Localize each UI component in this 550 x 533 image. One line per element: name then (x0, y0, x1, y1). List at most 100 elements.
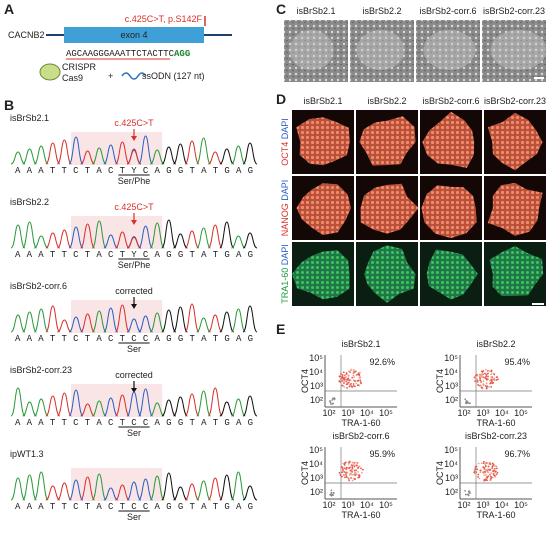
peak (22, 148, 37, 165)
column-label: isBrSb2.1 (303, 96, 342, 106)
event-dot (473, 471, 476, 473)
panel-label: B (4, 97, 14, 113)
event-dot (343, 380, 345, 383)
event-dot (489, 379, 491, 382)
peak (115, 231, 130, 249)
peak (219, 221, 235, 249)
event-dot (360, 471, 363, 474)
codon: Ser/Phe (118, 176, 151, 186)
event-dot (346, 386, 348, 389)
event-dot (484, 468, 487, 471)
event-dot (476, 468, 479, 471)
event-dot (479, 376, 481, 378)
event-dot (333, 398, 336, 401)
event-dot (486, 378, 489, 381)
event-dot (490, 472, 493, 474)
base-calls: AAATTCTACTYCAGGTATGAG (15, 166, 253, 176)
event-dot (348, 385, 351, 388)
event-dot (469, 492, 471, 495)
event-dot (492, 372, 495, 375)
event-dot (330, 489, 333, 492)
event-dot (346, 378, 349, 381)
event-dot (494, 465, 496, 467)
event-dot (474, 374, 477, 377)
peak (150, 149, 165, 165)
event-dot (348, 473, 351, 476)
x-axis-label: TRA-1-60 (341, 418, 380, 428)
y-tick-label: 10⁴ (309, 459, 323, 469)
event-dot (467, 494, 470, 497)
peak (207, 477, 223, 501)
peak (231, 308, 246, 333)
annotation: corrected (115, 286, 153, 296)
peak (219, 148, 235, 165)
annotation: corrected (115, 370, 153, 380)
peak (149, 475, 165, 501)
peak (230, 471, 246, 501)
peak (33, 398, 49, 417)
event-dot (479, 384, 482, 387)
colony-stain (360, 183, 419, 234)
event-dot (343, 382, 345, 384)
event-dot (345, 376, 347, 378)
plus: + (108, 71, 113, 81)
event-dot (482, 373, 484, 376)
peak (68, 316, 84, 333)
peak (126, 149, 142, 165)
cas9-label: Cas9 (62, 73, 83, 83)
base-calls: AAATTCTACTYCAGGTATGAG (15, 250, 253, 260)
event-dot (483, 474, 486, 477)
event-dot (344, 461, 347, 464)
event-dot (355, 473, 358, 476)
plot-title: isBrSb2.1 (341, 339, 380, 349)
event-dot (492, 469, 495, 472)
peak (57, 319, 72, 333)
peak (184, 303, 200, 333)
peak (10, 224, 26, 249)
event-dot (485, 473, 487, 476)
peak (10, 477, 26, 501)
event-dot (495, 470, 497, 473)
event-dot (482, 466, 485, 468)
event-dot (345, 380, 348, 383)
peak (173, 233, 188, 249)
event-dot (344, 374, 347, 376)
event-dot (479, 377, 482, 380)
event-dot (358, 465, 361, 468)
percent: 92.6% (369, 357, 395, 367)
colony-stain (292, 250, 350, 300)
annotation: c.425C>T (114, 118, 154, 128)
event-dot (339, 378, 342, 381)
exon-box (64, 27, 204, 43)
x-tick-label: 10³ (476, 500, 489, 510)
peak (103, 307, 119, 333)
sample-name: isBrSb2.2 (10, 197, 49, 207)
event-dot (357, 476, 360, 479)
event-dot (348, 381, 350, 384)
event-dot (358, 475, 361, 477)
event-dot (343, 474, 345, 476)
x-tick-label: 10⁵ (514, 500, 528, 510)
event-dot (341, 375, 344, 378)
event-dot (347, 463, 350, 465)
counterstain: DAPI (280, 180, 290, 201)
x-tick-label: 10³ (341, 408, 354, 418)
event-dot (350, 368, 353, 371)
peak (242, 395, 258, 417)
y-tick-label: 10⁵ (309, 353, 323, 363)
event-dot (348, 383, 351, 386)
highlight (71, 384, 163, 417)
event-dot (353, 380, 356, 382)
x-axis-label: TRA-1-60 (476, 418, 515, 428)
event-dot (464, 493, 467, 496)
peak (68, 226, 84, 249)
peak (91, 400, 107, 417)
peak (161, 472, 177, 501)
peak (103, 234, 118, 249)
event-dot (350, 382, 352, 385)
x-tick-label: 10⁴ (360, 408, 374, 418)
peak (22, 311, 37, 333)
event-dot (484, 465, 487, 468)
x-axis-label: TRA-1-60 (476, 510, 515, 520)
